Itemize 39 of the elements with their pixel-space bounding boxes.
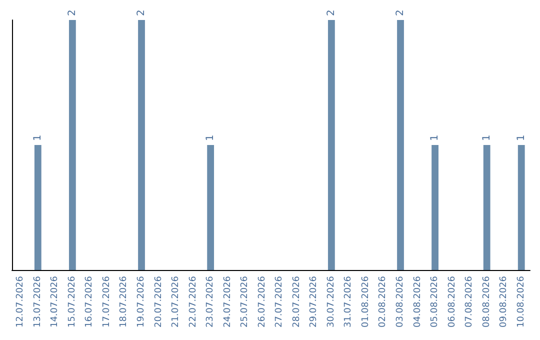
x-tick-label: 10.08.2026 xyxy=(516,276,526,328)
data-label: 1 xyxy=(481,134,492,141)
x-tick-label: 23.07.2026 xyxy=(206,276,216,328)
data-label: 1 xyxy=(430,134,441,141)
x-tick-label: 24.07.2026 xyxy=(222,276,233,328)
x-tick-label: 09.08.2026 xyxy=(499,276,510,328)
x-tick-label: 14.07.2026 xyxy=(50,276,60,328)
x-tick-label: 01.08.2026 xyxy=(360,276,371,328)
x-tick-label: 27.07.2026 xyxy=(274,276,285,328)
x-tick-label: 21.07.2026 xyxy=(171,276,182,328)
data-label: 2 xyxy=(326,10,337,16)
x-tick-label: 17.07.2026 xyxy=(102,276,112,328)
x-tick-label: 20.07.2026 xyxy=(154,276,164,328)
x-tick-label: 19.07.2026 xyxy=(136,276,146,328)
x-tick-label: 31.07.2026 xyxy=(344,276,354,328)
x-tick-label: 12.07.2026 xyxy=(16,276,26,328)
data-label: 1 xyxy=(205,134,216,141)
x-tick-label: 08.08.2026 xyxy=(482,276,492,328)
data-label: 2 xyxy=(395,10,406,16)
x-tick-label: 06.08.2026 xyxy=(447,276,458,328)
data-label: 1 xyxy=(516,134,527,141)
x-tick-label: 15.07.2026 xyxy=(67,276,78,328)
x-tick-label: 03.08.2026 xyxy=(396,276,406,328)
x-tick-label: 29.07.2026 xyxy=(309,276,320,328)
x-tick-label: 30.07.2026 xyxy=(326,276,336,328)
data-label: 2 xyxy=(66,10,78,16)
x-tick-label: 22.07.2026 xyxy=(188,276,198,328)
x-tick-label: 05.08.2026 xyxy=(430,276,440,328)
x-tick-label: 18.07.2026 xyxy=(119,276,130,328)
x-tick-label: 13.07.2026 xyxy=(32,276,43,328)
data-label: 2 xyxy=(136,10,147,16)
x-tick-label: 16.07.2026 xyxy=(84,276,95,328)
x-tick-label: 26.07.2026 xyxy=(257,276,268,328)
data-label: 1 xyxy=(32,134,44,141)
x-tick-label: 04.08.2026 xyxy=(412,276,423,328)
x-tick-label: 02.08.2026 xyxy=(378,276,388,328)
x-tick-label: 28.07.2026 xyxy=(292,276,302,328)
x-tick-label: 25.07.2026 xyxy=(240,276,250,328)
x-tick-label: 07.08.2026 xyxy=(464,276,475,328)
